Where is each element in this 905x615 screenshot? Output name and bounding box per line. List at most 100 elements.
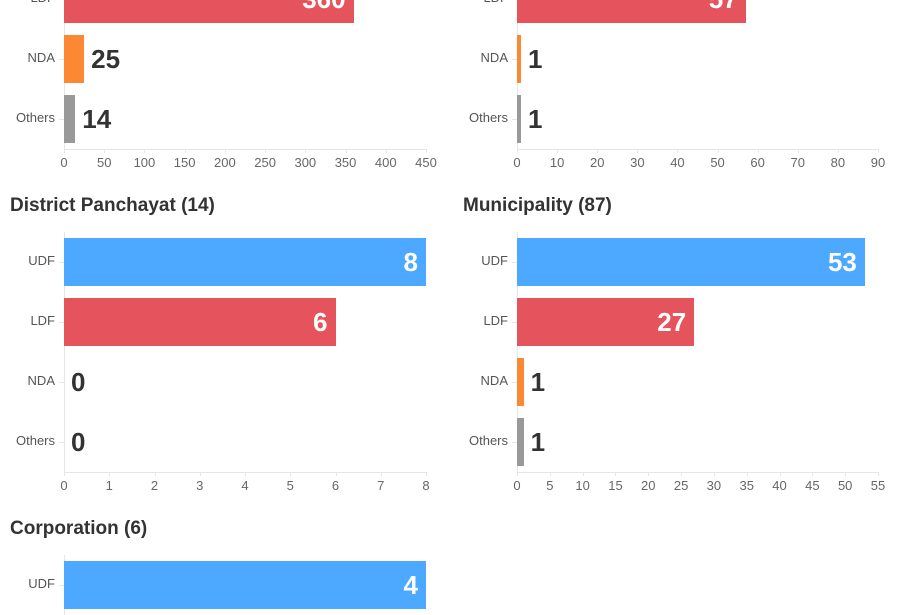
y-tick (59, 119, 64, 120)
x-tick (615, 472, 617, 476)
x-tick-label: 50 (837, 478, 853, 493)
x-tick-label: 90 (870, 155, 886, 170)
x-tick (549, 472, 551, 476)
x-tick (245, 472, 246, 476)
chart-title: Municipality (87) (463, 195, 612, 216)
y-tick (59, 585, 64, 586)
x-tick-label: 2 (150, 478, 159, 493)
value-label: 57 (517, 0, 738, 23)
x-tick-label: 40 (670, 155, 685, 170)
y-tick (59, 322, 64, 323)
x-tick-label: 35 (739, 478, 754, 493)
x-tick (104, 149, 106, 153)
x-tick-label: 25 (673, 478, 689, 493)
x-tick (779, 472, 781, 476)
x-tick (812, 472, 814, 476)
x-tick (757, 149, 759, 153)
category-label: UDF (28, 253, 55, 268)
value-label: 53 (827, 247, 857, 277)
category-label: UDF (28, 576, 55, 591)
bar-ldf (64, 298, 336, 346)
x-tick (878, 472, 879, 476)
value-label: 4 (403, 570, 418, 600)
x-tick (64, 472, 65, 476)
x-tick-label: 1 (105, 478, 113, 493)
y-tick (512, 442, 517, 443)
x-tick (426, 149, 427, 153)
x-tick (64, 149, 65, 153)
category-label: NDA (27, 50, 55, 65)
x-tick (380, 472, 382, 476)
bar-nda (517, 358, 524, 406)
x-tick (426, 472, 427, 476)
y-tick (512, 262, 517, 263)
x-tick-label: 40 (772, 478, 787, 493)
x-tick-label: 0 (60, 478, 68, 493)
x-tick-label: 150 (173, 155, 196, 170)
y-tick (512, 119, 517, 120)
x-tick (582, 472, 584, 476)
category-label: LDF (5, 0, 55, 5)
value-label: 1 (528, 44, 543, 74)
x-tick (184, 149, 186, 153)
y-tick (512, 382, 517, 383)
category-label: NDA (480, 373, 508, 388)
x-tick-label: 60 (750, 155, 765, 170)
x-tick-label: 55 (870, 478, 886, 493)
x-tick-label: 30 (706, 478, 722, 493)
x-tick (717, 149, 719, 153)
bar-udf (64, 561, 426, 609)
x-tick (154, 472, 156, 476)
x-tick-label: 80 (830, 155, 846, 170)
value-label: 1 (530, 427, 546, 457)
x-tick (837, 149, 839, 153)
bar-others (517, 418, 524, 466)
bar-udf (517, 238, 865, 286)
category-label: Others (15, 110, 55, 125)
x-tick (224, 149, 226, 153)
x-tick (517, 149, 518, 153)
bar-ldf (517, 298, 695, 346)
x-tick (681, 472, 683, 476)
x-tick-label: 50 (710, 155, 725, 170)
x-tick-label: 6 (331, 478, 340, 493)
y-axis-line (64, 232, 65, 472)
x-tick (144, 149, 146, 153)
bar-ldf (517, 0, 746, 23)
x-tick (637, 149, 639, 153)
x-tick-label: 70 (790, 155, 805, 170)
value-label: 14 (82, 104, 112, 134)
x-tick (746, 472, 748, 476)
x-axis-line (517, 149, 878, 150)
x-tick (345, 149, 347, 153)
x-tick-label: 5 (286, 478, 294, 493)
x-tick-label: 15 (608, 478, 623, 493)
category-label: NDA (27, 373, 55, 388)
category-label: Others (468, 110, 508, 125)
value-label: 27 (657, 307, 687, 337)
x-tick-label: 50 (96, 155, 112, 170)
x-tick (845, 472, 847, 476)
x-tick (648, 472, 650, 476)
y-tick (59, 442, 64, 443)
value-label: 360 (64, 0, 345, 23)
x-tick-label: 5 (546, 478, 554, 493)
bar-udf (64, 238, 426, 286)
value-label: 1 (528, 104, 543, 134)
x-axis-line (64, 149, 426, 150)
x-tick-label: 400 (374, 155, 397, 170)
x-tick-label: 10 (575, 478, 590, 493)
bar-nda (64, 35, 85, 83)
x-tick-label: 10 (549, 155, 565, 170)
x-tick-label: 300 (294, 155, 317, 170)
x-tick-label: 20 (589, 155, 605, 170)
category-label: Others (15, 433, 55, 448)
x-tick (713, 472, 715, 476)
x-tick (597, 149, 599, 153)
category-label: Others (468, 433, 508, 448)
x-tick-label: 450 (415, 155, 437, 170)
x-tick (385, 149, 387, 153)
value-label: 0 (71, 367, 86, 397)
x-tick-label: 7 (377, 478, 385, 493)
y-tick (512, 59, 517, 60)
